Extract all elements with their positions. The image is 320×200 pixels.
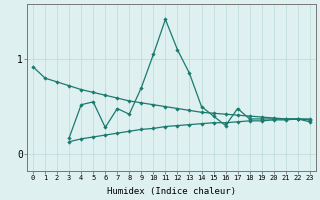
X-axis label: Humidex (Indice chaleur): Humidex (Indice chaleur) [107, 187, 236, 196]
